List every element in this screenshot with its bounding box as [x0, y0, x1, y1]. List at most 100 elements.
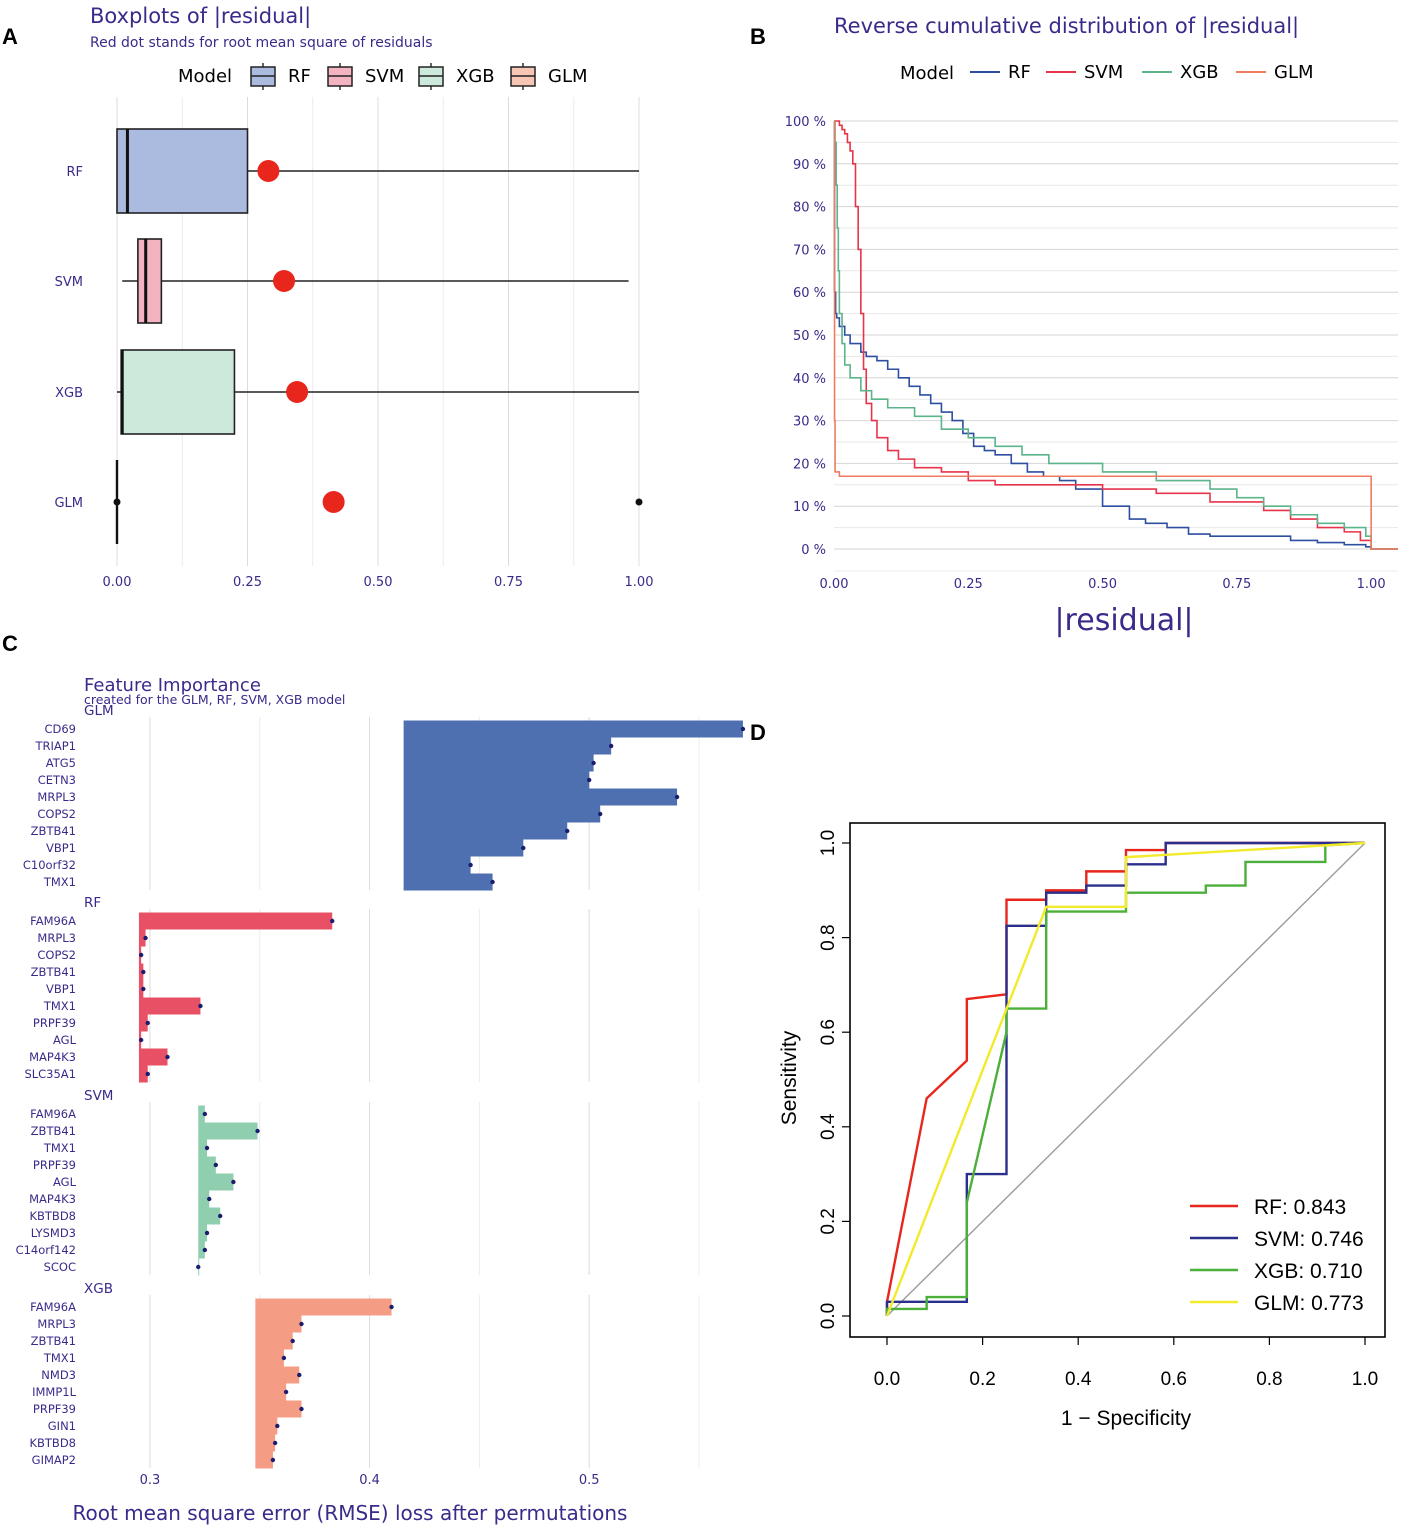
panel-c-feature-label: COPS2 [37, 807, 76, 821]
panel-b-legend-label: RF [1008, 62, 1031, 83]
panel-label-a: A [2, 24, 18, 49]
panel-c-bar [255, 1298, 392, 1316]
panel-d-xtick: 1.0 [1352, 1369, 1378, 1390]
panel-b-ytick: 70 % [793, 243, 826, 258]
panel-a-legend-label: XGB [456, 66, 495, 87]
panel-c-feature-label: FAM96A [30, 1107, 76, 1121]
panel-c-bar-end [145, 1020, 150, 1026]
panel-c-bar-end [202, 1111, 208, 1117]
panel-c-feature-label: ZBTB41 [31, 1124, 76, 1138]
panel-c-bar-end [231, 1179, 236, 1185]
panel-a-xtick: 0.25 [233, 575, 262, 590]
panel-c-bar-end [272, 1440, 278, 1446]
panel-b-ytick: 60 % [793, 286, 826, 301]
panel-d-xtick: 0.0 [874, 1369, 900, 1390]
panel-d-xtick: 0.4 [1065, 1369, 1092, 1390]
panel-c-feature-label: FAM96A [30, 1300, 76, 1314]
panel-b-ytick: 30 % [793, 415, 826, 430]
panel-b: Reverse cumulative distribution of |resi… [785, 14, 1398, 638]
panel-c-bar [403, 822, 568, 840]
panel-c-bar [403, 839, 524, 857]
panel-c-feature-label: LYSMD3 [31, 1226, 76, 1240]
panel-c-feature-label: KBTBD8 [29, 1209, 76, 1223]
panel-c-bar [403, 754, 594, 772]
panel-d: 0.0 0.2 0.4 0.6 0.8 1.0 0.0 0.2 0.4 0.6 0.8 1.0 RF: … [778, 822, 1386, 1430]
panel-b-legend-label: SVM [1084, 62, 1123, 83]
panel-c-feature-label: AGL [53, 1033, 77, 1047]
panel-c-feature-label: COPS2 [37, 948, 76, 962]
panel-c-feature-label: TRIAP1 [34, 739, 76, 753]
panel-b-legend-label: XGB [1180, 62, 1219, 83]
panel-c-feature-label: MRPL3 [37, 790, 76, 804]
panel-c-bar-end [143, 935, 148, 941]
panel-c-bar [198, 1241, 205, 1259]
panel-c-bar [255, 1332, 293, 1350]
panel-a-legend-title: Model [178, 66, 232, 87]
panel-c-group-label: XGB [84, 1281, 113, 1297]
panel-c-xtick: 0.3 [140, 1473, 161, 1488]
panel-c-feature-label: C14orf142 [16, 1243, 76, 1257]
panel-b-ytick: 40 % [793, 372, 826, 387]
panel-b-ytick: 10 % [793, 500, 826, 515]
panel-c-bar-end [565, 828, 570, 834]
panel-c-bar-end [213, 1162, 219, 1168]
panel-a-ytick: GLM [54, 496, 83, 511]
panel-c-feature-label: PRPF39 [33, 1016, 76, 1030]
panel-a-ytick: RF [66, 165, 83, 180]
panel-c-bar [403, 873, 493, 891]
panel-c-bar-end [202, 1247, 208, 1253]
panel-c-bar-end [299, 1321, 304, 1327]
panel-c-bar [255, 1349, 284, 1367]
panel-c-bar [403, 720, 743, 738]
panel-a-outlier [635, 498, 643, 506]
panel-b-ytick: 90 % [793, 158, 826, 173]
panel-a-box [120, 349, 236, 435]
panel-b-ytick: 0 % [801, 543, 826, 558]
panel-c-bar-end [198, 1003, 203, 1009]
panel-b-legend: RF SVM XGB GLM [970, 62, 1314, 83]
panel-b-ytick: 100 % [785, 115, 826, 130]
panel-c-feature-label: ZBTB41 [31, 965, 76, 979]
panel-c-bar [255, 1400, 302, 1418]
panel-d-legend-label: RF: 0.843 [1254, 1196, 1346, 1219]
panel-c-bar-end [196, 1264, 201, 1270]
panel-c-bar-end [740, 726, 746, 732]
panel-a-ytick: XGB [55, 386, 83, 401]
panel-c-bar [198, 1156, 216, 1174]
panel-c-bar-end [597, 811, 603, 817]
panel-d-legend-label: SVM: 0.746 [1254, 1228, 1364, 1251]
panel-c-bar [403, 788, 678, 806]
panel-d-ytick: 0.4 [818, 1113, 839, 1140]
panel-a-ytick: SVM [55, 275, 83, 290]
panel-b-xtick: 0.00 [820, 577, 849, 592]
panel-c-bar-end [204, 1145, 210, 1151]
panel-c-bar-end [490, 879, 495, 885]
panel-c-feature-label: TMX1 [43, 1141, 76, 1155]
panel-c-bar-end [141, 969, 146, 975]
panel-d-legend-label: XGB: 0.710 [1254, 1260, 1363, 1283]
panel-c-feature-label: FAM96A [30, 914, 76, 928]
panel-c-bar [403, 805, 601, 823]
panel-c-feature-label: MRPL3 [37, 1317, 76, 1331]
panel-c-feature-label: GIMAP2 [32, 1453, 76, 1467]
panel-c-bar-end [674, 794, 680, 800]
panel-a-legend-label: RF [288, 66, 311, 87]
panel-c-bar-end [389, 1304, 394, 1310]
panel-d-ylabel: Sensitivity [778, 1030, 801, 1125]
panel-d-roc-xgb [885, 841, 1366, 1316]
panel-c-bar-end [608, 743, 614, 749]
panel-c-xlabel: Root mean square error (RMSE) loss after… [73, 1501, 628, 1525]
panel-b-series-xgb [834, 120, 1398, 550]
panel-c-feature-label: VBP1 [46, 982, 76, 996]
panel-c-bar-end [165, 1054, 170, 1060]
panel-label-d: D [750, 720, 766, 745]
panel-b-series-rf [833, 120, 1398, 550]
panel-c-feature-label: TMX1 [43, 875, 76, 889]
panel-b-ytick: 50 % [793, 329, 826, 344]
panel-b-xtick: 0.25 [954, 577, 983, 592]
panel-b-xtick: 0.50 [1088, 577, 1117, 592]
panel-c-bar-end [207, 1196, 212, 1202]
panel-c-bar [138, 1014, 148, 1032]
panel-b-ytick: 20 % [793, 457, 826, 472]
panel-c-bar-end [330, 918, 335, 924]
